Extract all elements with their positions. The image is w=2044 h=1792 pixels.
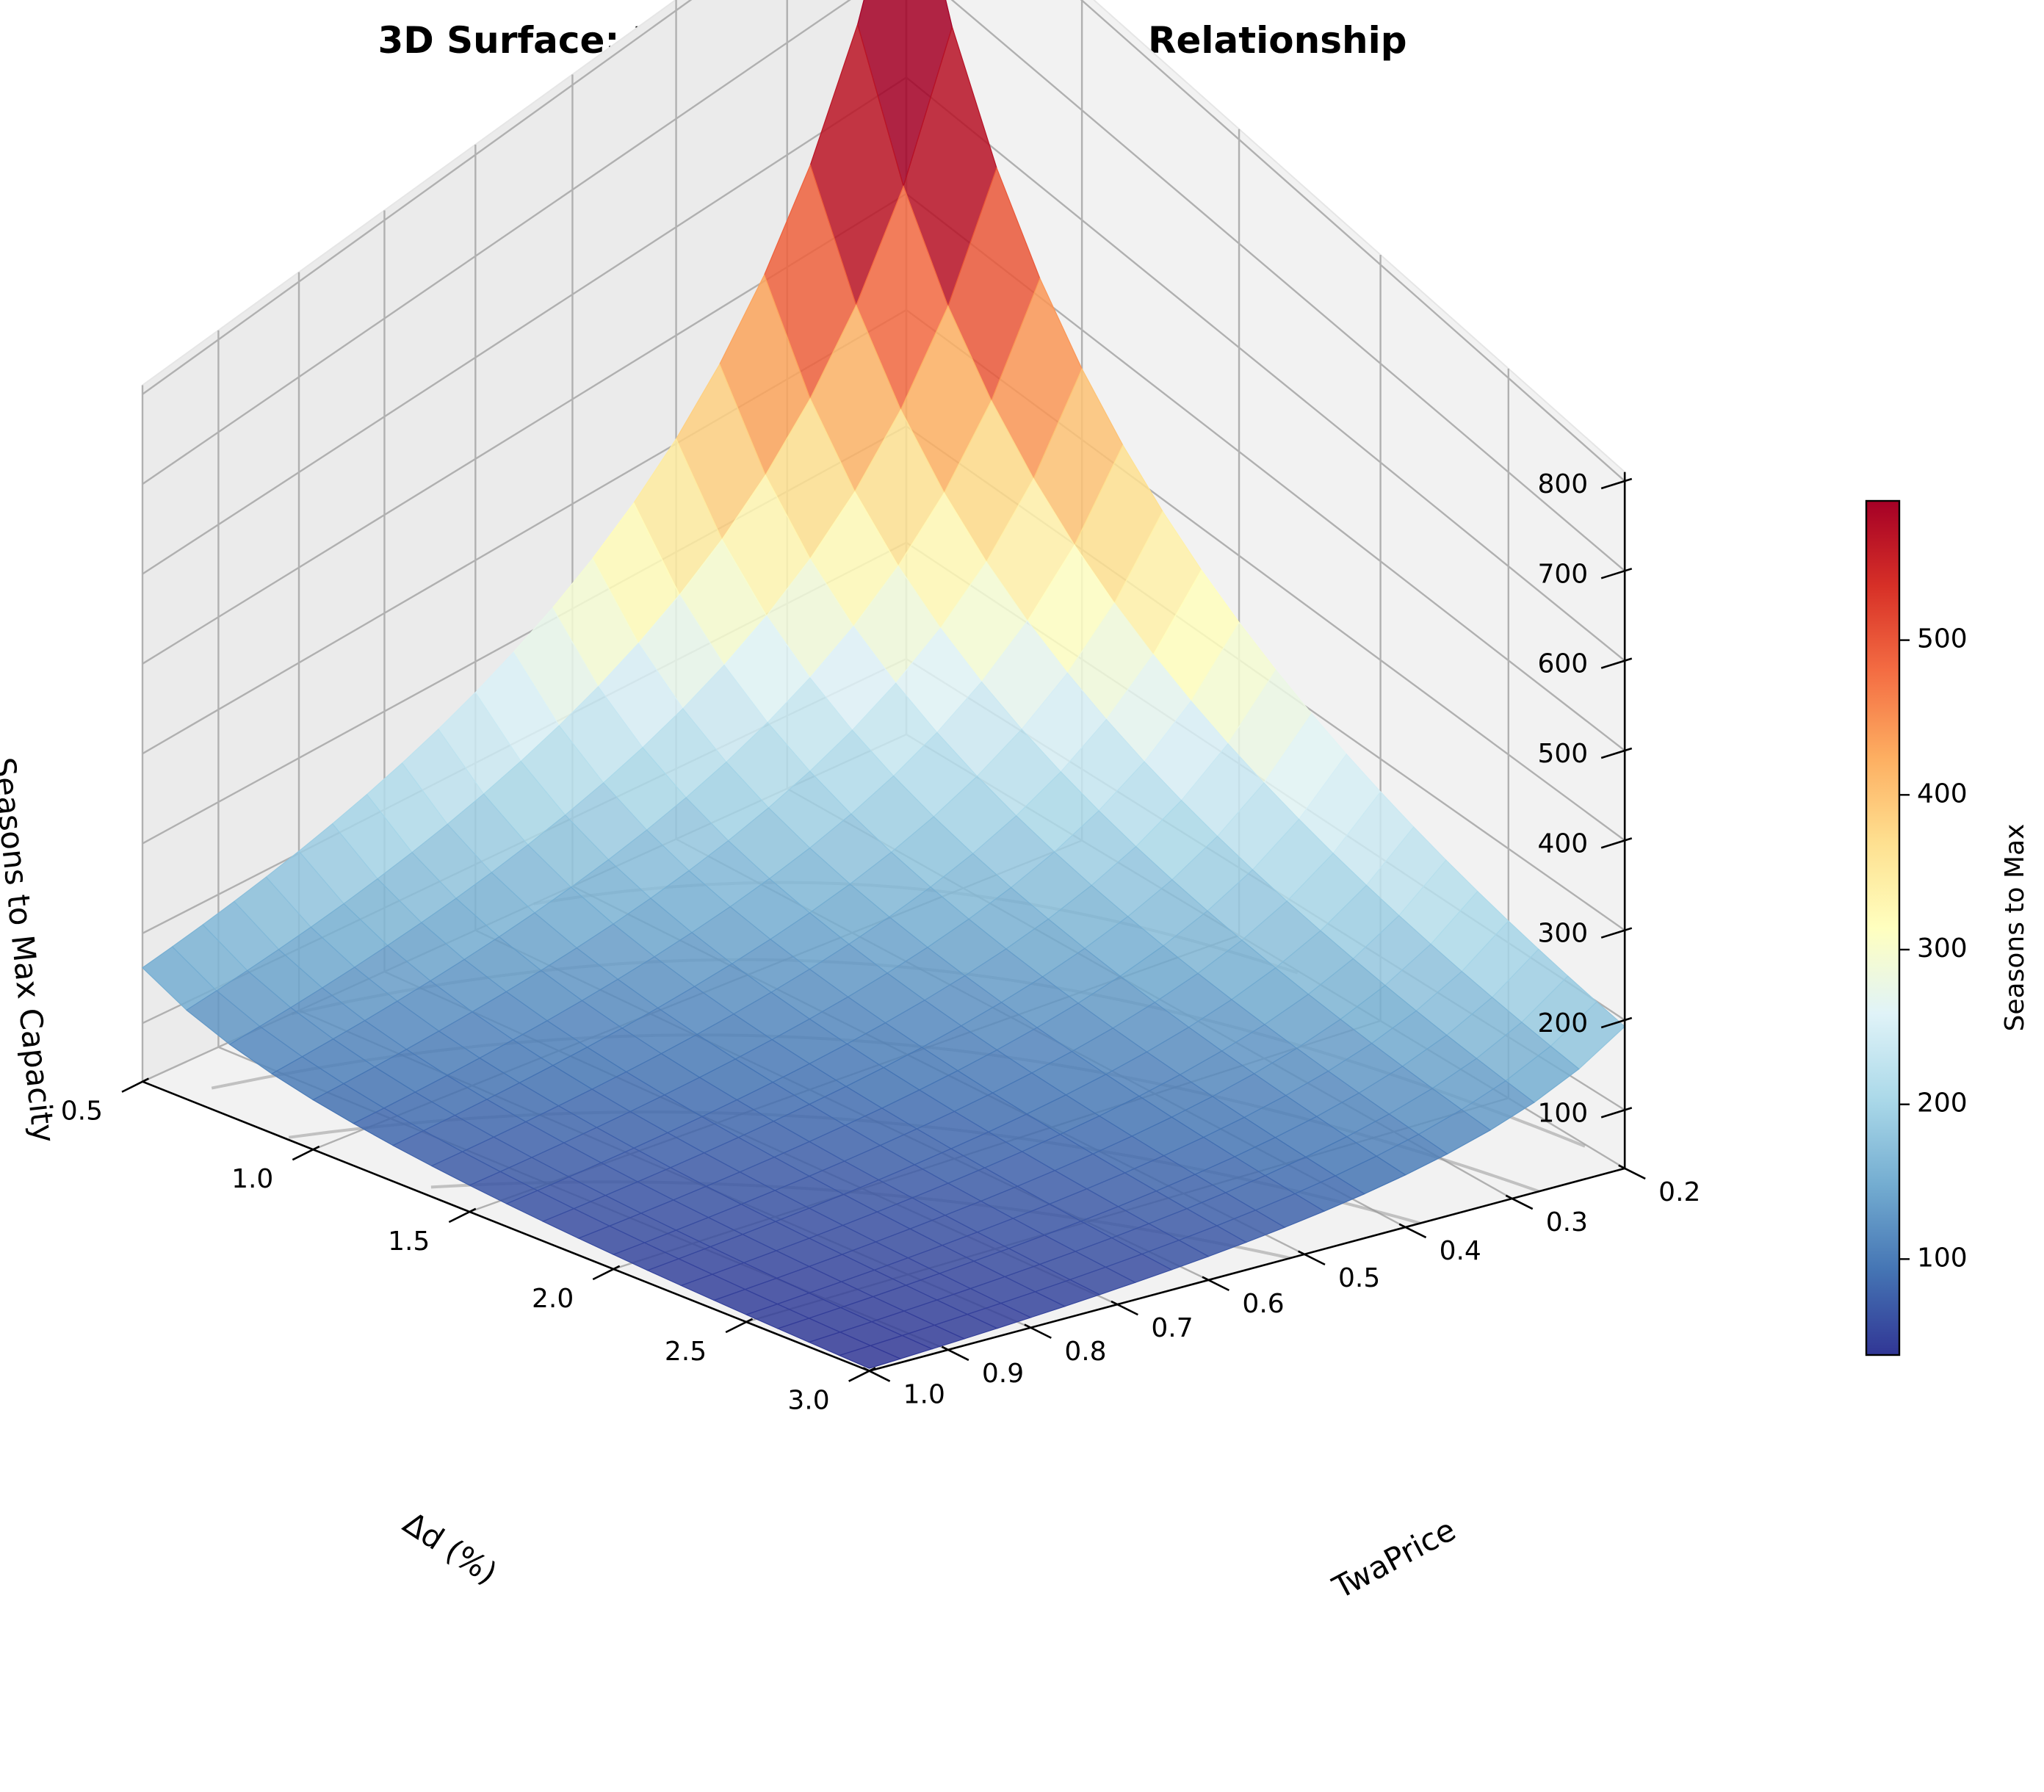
tick-label: 2.5 xyxy=(665,1337,707,1367)
grid-line xyxy=(142,76,907,575)
tick-mark xyxy=(862,1367,891,1382)
tick-mark xyxy=(1298,1250,1326,1266)
colorbar-gradient xyxy=(1865,499,1901,1356)
tick-mark xyxy=(1600,747,1633,759)
tick-mark xyxy=(1600,477,1633,490)
tick-label: 2.0 xyxy=(532,1284,574,1314)
tick-mark xyxy=(448,1207,477,1224)
x-axis-line xyxy=(869,1167,1625,1372)
tick-mark xyxy=(725,1318,754,1334)
tick-mark xyxy=(1111,1300,1138,1316)
tick-label: 0.2 xyxy=(1658,1177,1700,1207)
colorbar-tick-label: 100 xyxy=(1917,1243,1968,1273)
tick-label: 0.5 xyxy=(1338,1263,1380,1293)
tick-label: 700 xyxy=(1537,559,1588,589)
tick-label: 600 xyxy=(1537,649,1588,679)
surface-plot xyxy=(142,0,1626,1369)
x-axis-label: TwaPrice xyxy=(1326,1511,1462,1606)
tick-label: 0.9 xyxy=(982,1359,1024,1389)
tick-mark xyxy=(1618,1164,1646,1180)
grid-line xyxy=(906,76,1625,662)
tick-label: 1.0 xyxy=(903,1380,945,1410)
tick-mark xyxy=(1600,568,1633,579)
y-axis-line xyxy=(142,1080,870,1372)
tick-label: 0.4 xyxy=(1440,1236,1481,1266)
colorbar-tick-label: 200 xyxy=(1917,1088,1968,1119)
tick-label: 0.6 xyxy=(1242,1289,1284,1319)
grid-line xyxy=(1080,0,1625,482)
tick-mark xyxy=(1600,1016,1633,1029)
tick-label: 0.3 xyxy=(1546,1207,1588,1238)
tick-label: 3.0 xyxy=(787,1386,829,1416)
tick-mark xyxy=(1398,1223,1427,1239)
y-axis-label: Δd (%) xyxy=(397,1505,503,1592)
tick-label: 800 xyxy=(1537,469,1588,499)
tick-mark xyxy=(121,1077,149,1093)
tick-label: 0.5 xyxy=(61,1096,103,1127)
tick-mark xyxy=(1600,657,1633,669)
tick-label: 1.5 xyxy=(388,1226,430,1257)
colorbar-tick-label: 300 xyxy=(1917,933,1968,964)
tick-label: 0.8 xyxy=(1064,1337,1106,1367)
tick-label: 200 xyxy=(1537,1008,1588,1038)
grid-line xyxy=(142,0,851,485)
tick-mark xyxy=(592,1265,621,1281)
tick-mark xyxy=(1600,837,1633,849)
tick-mark xyxy=(848,1367,876,1382)
tick-label: 100 xyxy=(1537,1098,1588,1128)
tick-mark xyxy=(1024,1323,1052,1339)
tick-mark xyxy=(1505,1194,1534,1210)
z-axis-label: Seasons to Max Capacity xyxy=(0,756,62,1144)
tick-mark xyxy=(1600,927,1633,939)
tick-label: 0.7 xyxy=(1151,1313,1193,1343)
tick-mark xyxy=(1202,1276,1230,1292)
grid-line xyxy=(950,0,1625,572)
tick-mark xyxy=(292,1145,320,1161)
colorbar-label: Seasons to Max xyxy=(2000,824,2030,1032)
tick-label: 1.0 xyxy=(231,1164,273,1194)
colorbar-tick-label: 500 xyxy=(1917,624,1968,654)
surface-patch xyxy=(838,1345,902,1369)
tick-mark xyxy=(1600,1107,1633,1119)
tick-mark xyxy=(941,1345,969,1362)
colorbar: 100 200 300 400 500 Seasons to Max xyxy=(1865,499,2030,1356)
grid-line xyxy=(142,0,693,395)
tick-label: 300 xyxy=(1537,919,1588,949)
tick-label: 400 xyxy=(1537,828,1588,859)
tick-label: 500 xyxy=(1537,739,1588,769)
colorbar-tick-label: 400 xyxy=(1917,778,1968,809)
